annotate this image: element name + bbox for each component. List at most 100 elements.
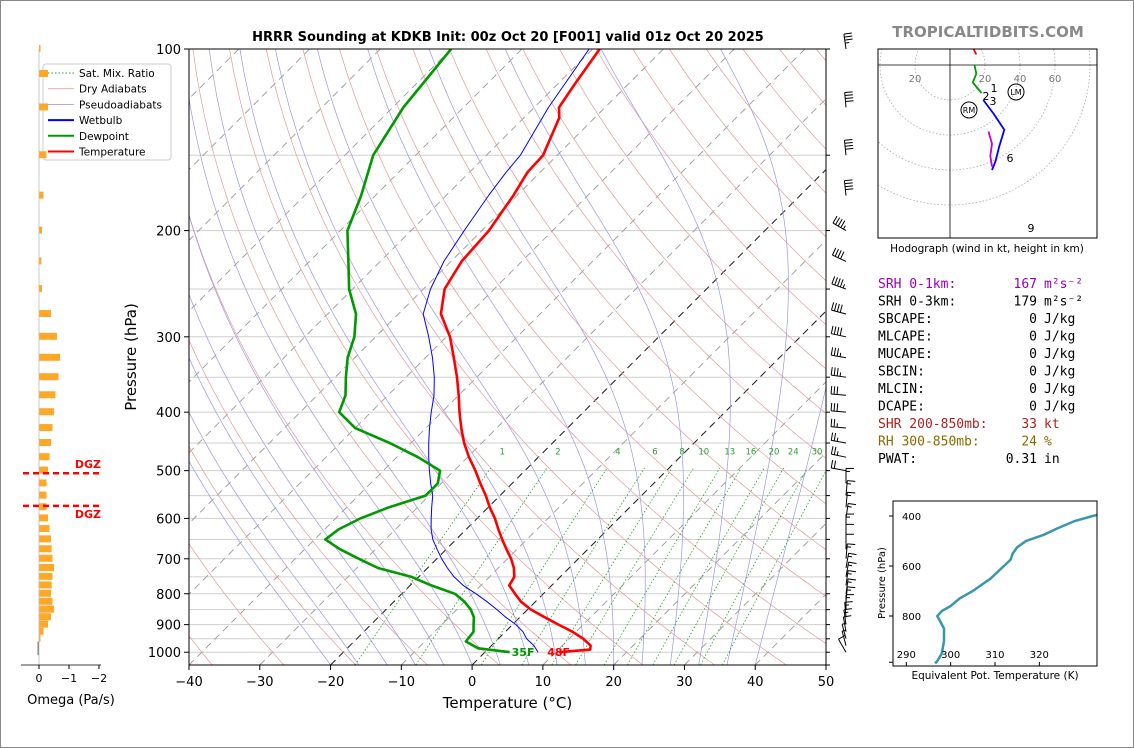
omega-bar (39, 285, 42, 293)
wind-barb-half (841, 629, 847, 632)
omega-bar (39, 572, 53, 580)
mixing-ratio-label: 30 (812, 448, 823, 458)
thetae-x-tick-label: 290 (897, 650, 916, 661)
pseudoadiabat (189, 460, 331, 665)
x-tick-label: 40 (747, 675, 764, 690)
wind-barb-half (841, 622, 847, 625)
legend-label: Temperature (78, 147, 146, 159)
y-axis-label: Pressure (hPa) (122, 303, 140, 411)
hodo-ring-label: 20 (909, 74, 922, 85)
wind-barb-full (839, 304, 843, 313)
wind-barb-full (845, 188, 854, 191)
wind-barb-staff (831, 467, 847, 472)
omega-bar (39, 191, 44, 199)
omega-bar (39, 453, 50, 461)
stat-label: RH 300-850mb: (878, 435, 980, 450)
mixing-ratio-line (480, 467, 608, 665)
mixing-ratio-line (415, 467, 548, 665)
mixing-ratio-label: 20 (769, 448, 780, 458)
pseudoadiabat (275, 49, 558, 665)
omega-bar (39, 353, 60, 361)
wind-barb-full (830, 432, 834, 441)
x-tick-label: −10 (388, 675, 415, 690)
legend-label: Dewpoint (79, 131, 129, 143)
hodo-trace (972, 49, 978, 55)
y-tick-label: 300 (156, 331, 181, 346)
wind-barb-full (844, 38, 853, 41)
wind-barb-full (840, 251, 845, 260)
wind-barb-full (835, 217, 841, 225)
wind-barb-full (837, 278, 841, 287)
pseudoadiabat (504, 49, 684, 665)
stat-value: 0 (1029, 347, 1037, 362)
mixing-ratio-label: 10 (698, 448, 709, 458)
omega-bar (39, 424, 53, 432)
omega-bar (39, 226, 42, 234)
pseudoadiabat (189, 293, 416, 665)
omega-bar (39, 408, 54, 416)
hodo-ring-label: 20 (979, 74, 992, 85)
stat-unit: J/kg (1044, 347, 1075, 362)
mixing-ratio-line (603, 467, 721, 665)
dry-adiabat (449, 49, 826, 505)
wind-barb-half (847, 564, 853, 567)
pseudoadiabat (317, 49, 586, 665)
hodograph: 20 20 40 60 12 3 6 9 RM LM (877, 48, 1098, 239)
mixing-ratio-label: 6 (652, 448, 657, 458)
pseudoadiabat (189, 357, 388, 665)
pseudoadiabat (189, 411, 360, 665)
x-tick-label: 0 (468, 675, 476, 690)
hodo-ring-label: 40 (1014, 74, 1027, 85)
dry-adiabat (815, 49, 826, 62)
wind-barb-staff (845, 578, 849, 594)
mixing-ratio-line (652, 467, 765, 665)
pseudoadiabat (428, 49, 646, 665)
stat-unit: m²s⁻² (1044, 277, 1083, 292)
omega-bar (37, 648, 39, 656)
isotherm-line (189, 49, 452, 312)
omega-axis-label: Omega (Pa/s) (27, 693, 115, 708)
omega-bar (39, 535, 51, 543)
omega-bar (39, 45, 41, 52)
pseudoadiabat (189, 214, 445, 665)
mixing-ratio-label: 2 (555, 448, 560, 458)
stat-label: MLCAPE: (878, 330, 933, 345)
wind-barb-full (836, 303, 840, 312)
omega-bar (39, 545, 52, 553)
isotherm-line (189, 49, 806, 665)
mixing-ratio-label: 24 (788, 448, 799, 458)
dry-adiabat (189, 445, 356, 665)
stat-unit: m²s⁻² (1044, 295, 1083, 310)
stat-label: SBCIN: (878, 365, 925, 380)
watermark: TROPICALTIDBITS.COM (892, 23, 1084, 41)
legend-label: Sat. Mix. Ratio (79, 68, 155, 80)
omega-bar (39, 634, 41, 642)
wind-barb-staff (831, 309, 847, 315)
wind-barb-full (848, 552, 857, 556)
omega-bar (39, 613, 51, 621)
mixing-ratio-label: 13 (724, 448, 735, 458)
legend: Sat. Mix. Ratio Dry Adiabats Pseudoadiabat… (42, 63, 172, 161)
wind-barb-half (847, 506, 852, 508)
wind-barb-full (848, 578, 857, 581)
dry-adiabat (265, 49, 715, 665)
pseudoadiabat (208, 49, 501, 665)
thetae-x-tick-label: 320 (1030, 650, 1049, 661)
wind-barb-full (840, 220, 846, 228)
hodo-height-label: 6 (1007, 152, 1014, 165)
stat-label: SBCAPE: (878, 312, 933, 327)
dry-adiabat (302, 49, 787, 665)
dry-adiabat (192, 49, 572, 665)
isotherm-line (189, 49, 664, 525)
wind-barb-full (847, 491, 856, 494)
temperature-line (439, 49, 601, 654)
omega-bar (39, 620, 48, 628)
isotherm-line (189, 49, 735, 595)
wind-barb-full (834, 277, 838, 286)
wind-barb-full (848, 561, 857, 564)
wind-barb-staff (845, 570, 849, 586)
isotherm-line (825, 664, 826, 665)
wind-barb-full (832, 215, 838, 224)
hodo-trace (982, 99, 1006, 171)
omega-bar (39, 310, 51, 318)
